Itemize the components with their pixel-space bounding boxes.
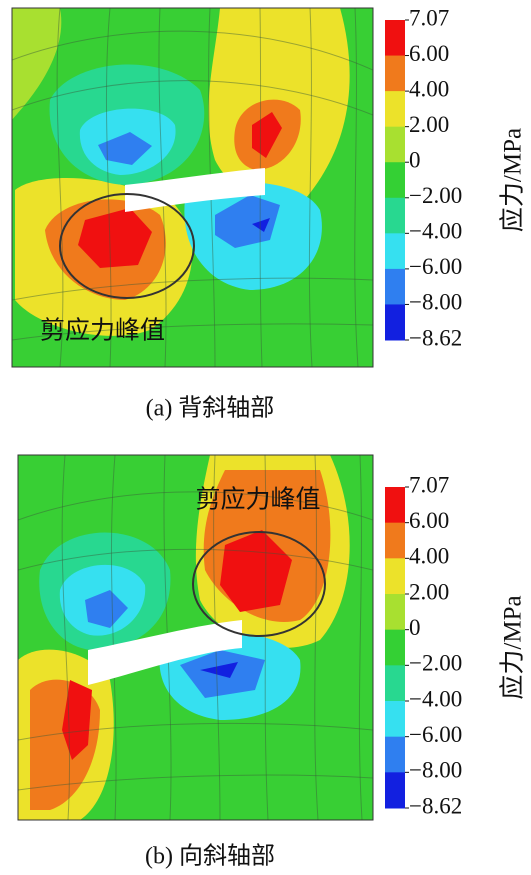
colorbar-tick-label: 4.00 [409, 76, 449, 101]
caption: (b) 向斜轴部 [145, 843, 275, 870]
colorbar-band [385, 197, 405, 234]
colorbar-tick-label: −2.00 [409, 651, 462, 676]
colorbar-tick-label: −6.00 [409, 722, 462, 747]
colorbar-band [385, 233, 405, 270]
colorbar-band [385, 736, 405, 773]
colorbar-tick-label: 7.07 [409, 472, 449, 497]
annotation: 剪应力峰值 [195, 486, 320, 514]
caption: (a) 背斜轴部 [146, 395, 275, 422]
colorbar-band [385, 162, 405, 199]
colorbar-band [385, 629, 405, 666]
colorbar-band [385, 91, 405, 128]
annotation: 剪应力峰值 [40, 317, 165, 345]
colorbar-tick-label: 0 [409, 148, 421, 173]
colorbar-band [385, 126, 405, 163]
colorbar-tick-label: −4.00 [409, 686, 462, 711]
colorbar-tick-label: −6.00 [409, 254, 462, 279]
colorbar-band [385, 20, 405, 57]
plot-frame [11, 7, 374, 368]
colorbar-band [385, 55, 405, 92]
colorbar-band [385, 594, 405, 631]
colorbar-tick-label: 7.07 [409, 5, 449, 30]
colorbar-tick-label: 4.00 [409, 544, 449, 569]
contour-field [18, 455, 373, 820]
colorbar-band [385, 701, 405, 738]
colorbar-band [385, 665, 405, 702]
colorbar-tick-label: −2.00 [409, 183, 462, 208]
colorbar-label: 应力/MPa [499, 128, 527, 232]
colorbar-tick-label: −8.00 [409, 290, 462, 315]
colorbar-band [385, 558, 405, 595]
colorbar-band [385, 522, 405, 559]
colorbar-tick-label: 6.00 [409, 508, 449, 533]
colorbar-label: 应力/MPa [499, 595, 527, 699]
colorbar-band [385, 304, 405, 341]
colorbar-tick-label: −8.00 [409, 758, 462, 783]
colorbar-tick-label: 2.00 [409, 112, 449, 137]
colorbar-tick-label: 0 [409, 615, 421, 640]
contour-field [12, 8, 373, 367]
colorbar-band [385, 487, 405, 524]
colorbar-tick-label: 6.00 [409, 41, 449, 66]
colorbar-tick-label: −8.62 [409, 793, 462, 818]
colorbar-tick-label: −4.00 [409, 219, 462, 244]
colorbar-tick-label: −8.62 [409, 325, 462, 350]
plot-frame [17, 454, 374, 821]
colorbar-tick-label: 2.00 [409, 579, 449, 604]
colorbar-band [385, 268, 405, 305]
colorbar-band [385, 772, 405, 809]
